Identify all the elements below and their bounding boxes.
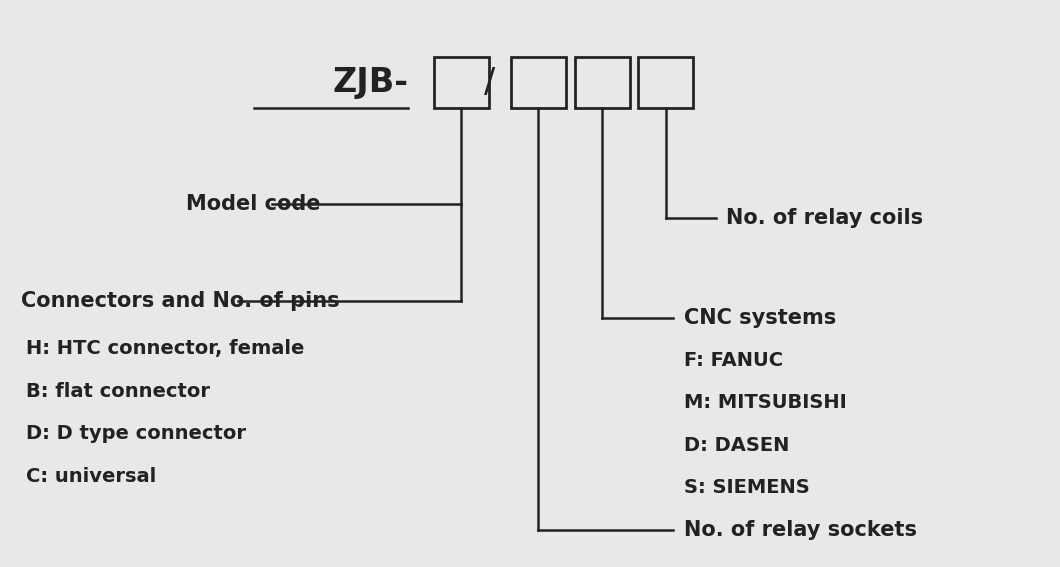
Text: D: D type connector: D: D type connector <box>26 424 247 443</box>
Text: H: HTC connector, female: H: HTC connector, female <box>26 339 305 358</box>
Bar <box>575 57 630 108</box>
Text: No. of relay sockets: No. of relay sockets <box>684 520 917 540</box>
Text: /: / <box>484 66 495 99</box>
Text: CNC systems: CNC systems <box>684 307 836 328</box>
Bar <box>638 57 693 108</box>
Bar <box>511 57 566 108</box>
Text: D: DASEN: D: DASEN <box>684 435 789 455</box>
Text: B: flat connector: B: flat connector <box>26 382 211 401</box>
Text: F: FANUC: F: FANUC <box>684 350 783 370</box>
Text: No. of relay coils: No. of relay coils <box>726 208 923 229</box>
Text: M: MITSUBISHI: M: MITSUBISHI <box>684 393 847 412</box>
Text: C: universal: C: universal <box>26 467 157 486</box>
Text: Connectors and No. of pins: Connectors and No. of pins <box>21 290 340 311</box>
Text: ZJB-: ZJB- <box>332 66 408 99</box>
Text: Model code: Model code <box>186 194 320 214</box>
Text: S: SIEMENS: S: SIEMENS <box>684 478 810 497</box>
Bar <box>434 57 489 108</box>
